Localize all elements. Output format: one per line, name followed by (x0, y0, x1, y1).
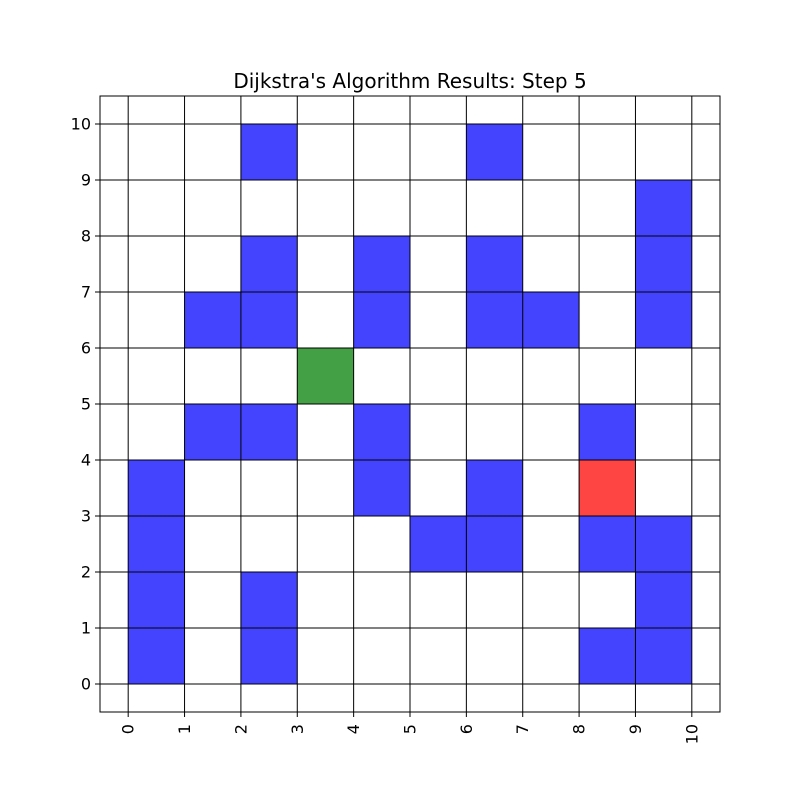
cell-obstacle (466, 516, 523, 572)
y-tick-label: 7 (81, 283, 91, 302)
cell-obstacle (353, 404, 410, 460)
cell-obstacle (466, 236, 523, 292)
cell-obstacle (410, 516, 467, 572)
y-tick-label: 6 (81, 339, 91, 358)
y-tick-label: 1 (81, 619, 91, 638)
y-tick-label: 8 (81, 227, 91, 246)
y-tick-label: 4 (81, 451, 91, 470)
x-tick-label: 1 (175, 724, 194, 734)
y-tick-label: 2 (81, 563, 91, 582)
cell-obstacle (128, 460, 185, 516)
cell-obstacle (128, 628, 185, 684)
cell-obstacle (353, 460, 410, 516)
cell-obstacle (635, 236, 692, 292)
x-tick-label: 6 (457, 724, 476, 734)
y-tick-label: 5 (81, 395, 91, 414)
cell-obstacle (184, 292, 241, 348)
cell-obstacle (128, 516, 185, 572)
cell-obstacle (184, 404, 241, 460)
cell-obstacle (635, 180, 692, 236)
y-tick-label: 0 (81, 675, 91, 694)
x-tick-label: 4 (344, 724, 363, 734)
cell-obstacle (579, 404, 636, 460)
y-tick-label: 9 (81, 171, 91, 190)
x-tick-label: 7 (513, 724, 532, 734)
cell-obstacle (466, 292, 523, 348)
cell-obstacle (240, 572, 298, 628)
cell-start (297, 348, 354, 404)
cell-obstacle (635, 628, 692, 684)
x-tick-label: 8 (570, 724, 589, 734)
cell-obstacle (466, 124, 523, 180)
x-tick-label: 0 (119, 724, 138, 734)
x-tick-label: 9 (626, 724, 645, 734)
chart-title: Dijkstra's Algorithm Results: Step 5 (233, 69, 586, 93)
cell-obstacle (128, 572, 185, 628)
x-tick-label: 5 (401, 724, 420, 734)
cell-obstacle (240, 628, 298, 684)
cell-obstacle (635, 572, 692, 628)
cell-obstacle (240, 404, 298, 460)
y-tick-label: 3 (81, 507, 91, 526)
cell-obstacle (240, 292, 298, 348)
x-tick-label: 3 (288, 724, 307, 734)
x-tick-label: 2 (231, 724, 250, 734)
cells-layer (128, 124, 692, 684)
cell-goal (579, 460, 636, 516)
cell-obstacle (353, 292, 410, 348)
cell-obstacle (635, 292, 692, 348)
cell-obstacle (240, 124, 298, 180)
y-axis-ticks: 0 1 2 3 4 5 6 7 8 9 10 (71, 115, 100, 694)
x-axis-ticks: 0 1 2 3 4 5 6 7 8 9 10 (119, 712, 701, 744)
cell-obstacle (522, 292, 580, 348)
cell-obstacle (579, 516, 636, 572)
x-tick-label: 10 (682, 724, 701, 744)
y-tick-label: 10 (71, 115, 91, 134)
cell-obstacle (579, 628, 636, 684)
grid-layer (100, 96, 720, 712)
cell-obstacle (353, 236, 410, 292)
cell-obstacle (240, 236, 298, 292)
cell-obstacle (635, 516, 692, 572)
cell-obstacle (466, 460, 523, 516)
